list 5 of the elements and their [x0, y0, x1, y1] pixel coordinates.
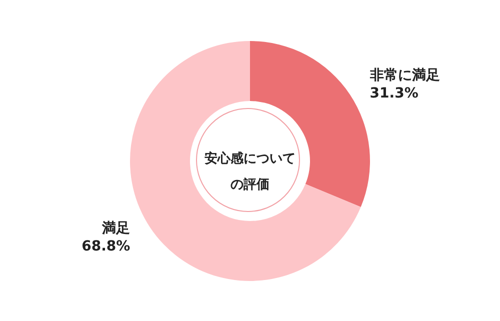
- data-label: 68.8%: [82, 238, 130, 255]
- slice-label: 満足: [101, 220, 130, 237]
- data-label: 31.3%: [370, 85, 418, 102]
- slice-label: 非常に満足: [368, 67, 440, 84]
- text: 安心感についての評価: [204, 150, 296, 192]
